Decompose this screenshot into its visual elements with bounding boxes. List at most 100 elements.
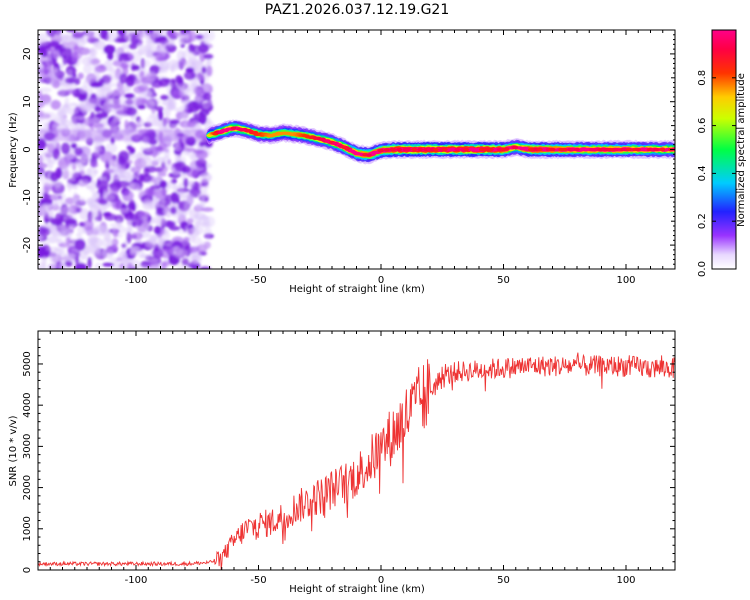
- noise-blob: [115, 49, 122, 56]
- noise-blob: [154, 189, 167, 200]
- colorbar-tick-label: 0.0: [697, 261, 708, 277]
- x-tick-label: 50: [497, 275, 510, 286]
- noise-blob: [102, 73, 116, 83]
- y-tick-label: 5000: [22, 351, 33, 376]
- track-peak: [396, 147, 403, 152]
- noise-blob: [125, 106, 137, 117]
- noise-blob: [199, 241, 210, 250]
- noise-blob: [105, 247, 118, 253]
- noise-blob: [126, 170, 131, 176]
- noise-blob: [80, 179, 89, 184]
- noise-blob: [186, 218, 194, 224]
- noise-blob: [38, 246, 46, 258]
- noise-blob: [200, 197, 206, 209]
- noise-blob: [55, 193, 66, 200]
- noise-blob: [160, 94, 169, 101]
- noise-blob: [148, 97, 161, 106]
- noise-blob: [181, 257, 189, 266]
- noise-blob: [58, 262, 67, 269]
- noise-blob: [72, 115, 85, 121]
- noise-blob: [87, 34, 95, 43]
- noise-blob: [141, 173, 153, 183]
- noise-blob: [181, 172, 187, 177]
- noise-blob: [128, 145, 133, 156]
- noise-blob: [89, 211, 101, 224]
- noise-blob: [94, 262, 102, 269]
- noise-blob: [65, 218, 77, 225]
- track-peak: [441, 147, 448, 152]
- noise-blob: [131, 220, 137, 228]
- snr-series-line: [38, 352, 675, 570]
- noise-blob: [93, 169, 99, 174]
- noise-blob: [95, 180, 109, 191]
- noise-blob: [195, 149, 208, 160]
- spectrogram-ylabel: Frequency (Hz): [8, 112, 19, 188]
- colorbar-tick-label: 0.2: [697, 213, 708, 229]
- noise-blob: [64, 77, 76, 84]
- x-tick-label: 100: [616, 275, 635, 286]
- noise-blob: [94, 65, 107, 73]
- noise-blob: [138, 92, 143, 98]
- noise-blob: [102, 192, 109, 198]
- noise-blob: [150, 184, 161, 190]
- noise-blob: [198, 43, 210, 54]
- noise-blob: [120, 94, 126, 100]
- noise-blob: [121, 43, 130, 50]
- noise-blob: [109, 120, 118, 133]
- noise-blob: [38, 41, 49, 46]
- y-tick-label: 0: [22, 146, 33, 152]
- noise-blob: [203, 227, 213, 239]
- noise-blob: [61, 205, 74, 217]
- noise-blob: [154, 225, 162, 235]
- noise-blob: [146, 257, 159, 263]
- noise-blob: [90, 111, 95, 118]
- noise-blob: [152, 214, 166, 225]
- noise-blob: [194, 215, 201, 227]
- noise-blob: [119, 168, 127, 179]
- noise-blob: [168, 179, 175, 190]
- noise-blob: [203, 53, 214, 60]
- noise-blob: [79, 208, 90, 220]
- noise-blob: [176, 208, 188, 216]
- noise-blob: [169, 119, 180, 125]
- noise-blob: [40, 204, 50, 216]
- noise-blob: [59, 47, 73, 59]
- noise-blob: [61, 43, 74, 49]
- noise-blob: [200, 179, 209, 184]
- noise-blob: [137, 75, 149, 88]
- noise-blob: [82, 219, 94, 231]
- x-tick-label: -50: [250, 575, 266, 586]
- noise-blob: [88, 86, 94, 96]
- noise-blob: [192, 82, 203, 95]
- noise-blob: [119, 53, 129, 58]
- noise-blob: [74, 147, 83, 156]
- noise-blob: [93, 152, 99, 158]
- noise-blob: [75, 263, 87, 269]
- noise-blob: [70, 169, 80, 178]
- noise-blob: [183, 71, 196, 80]
- noise-blob: [83, 118, 97, 124]
- noise-blob: [90, 187, 96, 194]
- noise-blob: [38, 47, 47, 53]
- noise-blob: [103, 44, 116, 55]
- noise-blob: [162, 117, 171, 124]
- noise-blob: [177, 186, 184, 199]
- noise-blob: [91, 179, 97, 187]
- noise-blob: [64, 228, 72, 240]
- noise-blob: [137, 49, 144, 56]
- noise-blob: [195, 158, 207, 168]
- noise-blob: [60, 81, 65, 88]
- noise-blob: [202, 92, 212, 101]
- x-tick-label: 0: [378, 275, 384, 286]
- track-peak: [503, 147, 510, 151]
- noise-blob: [171, 90, 184, 99]
- noise-blob: [87, 47, 98, 57]
- noise-blob: [121, 243, 127, 249]
- noise-blob: [54, 30, 64, 39]
- noise-blob: [81, 56, 93, 66]
- noise-blob: [46, 65, 53, 71]
- noise-blob: [199, 112, 207, 125]
- noise-blob: [183, 177, 189, 189]
- noise-blob: [128, 153, 139, 160]
